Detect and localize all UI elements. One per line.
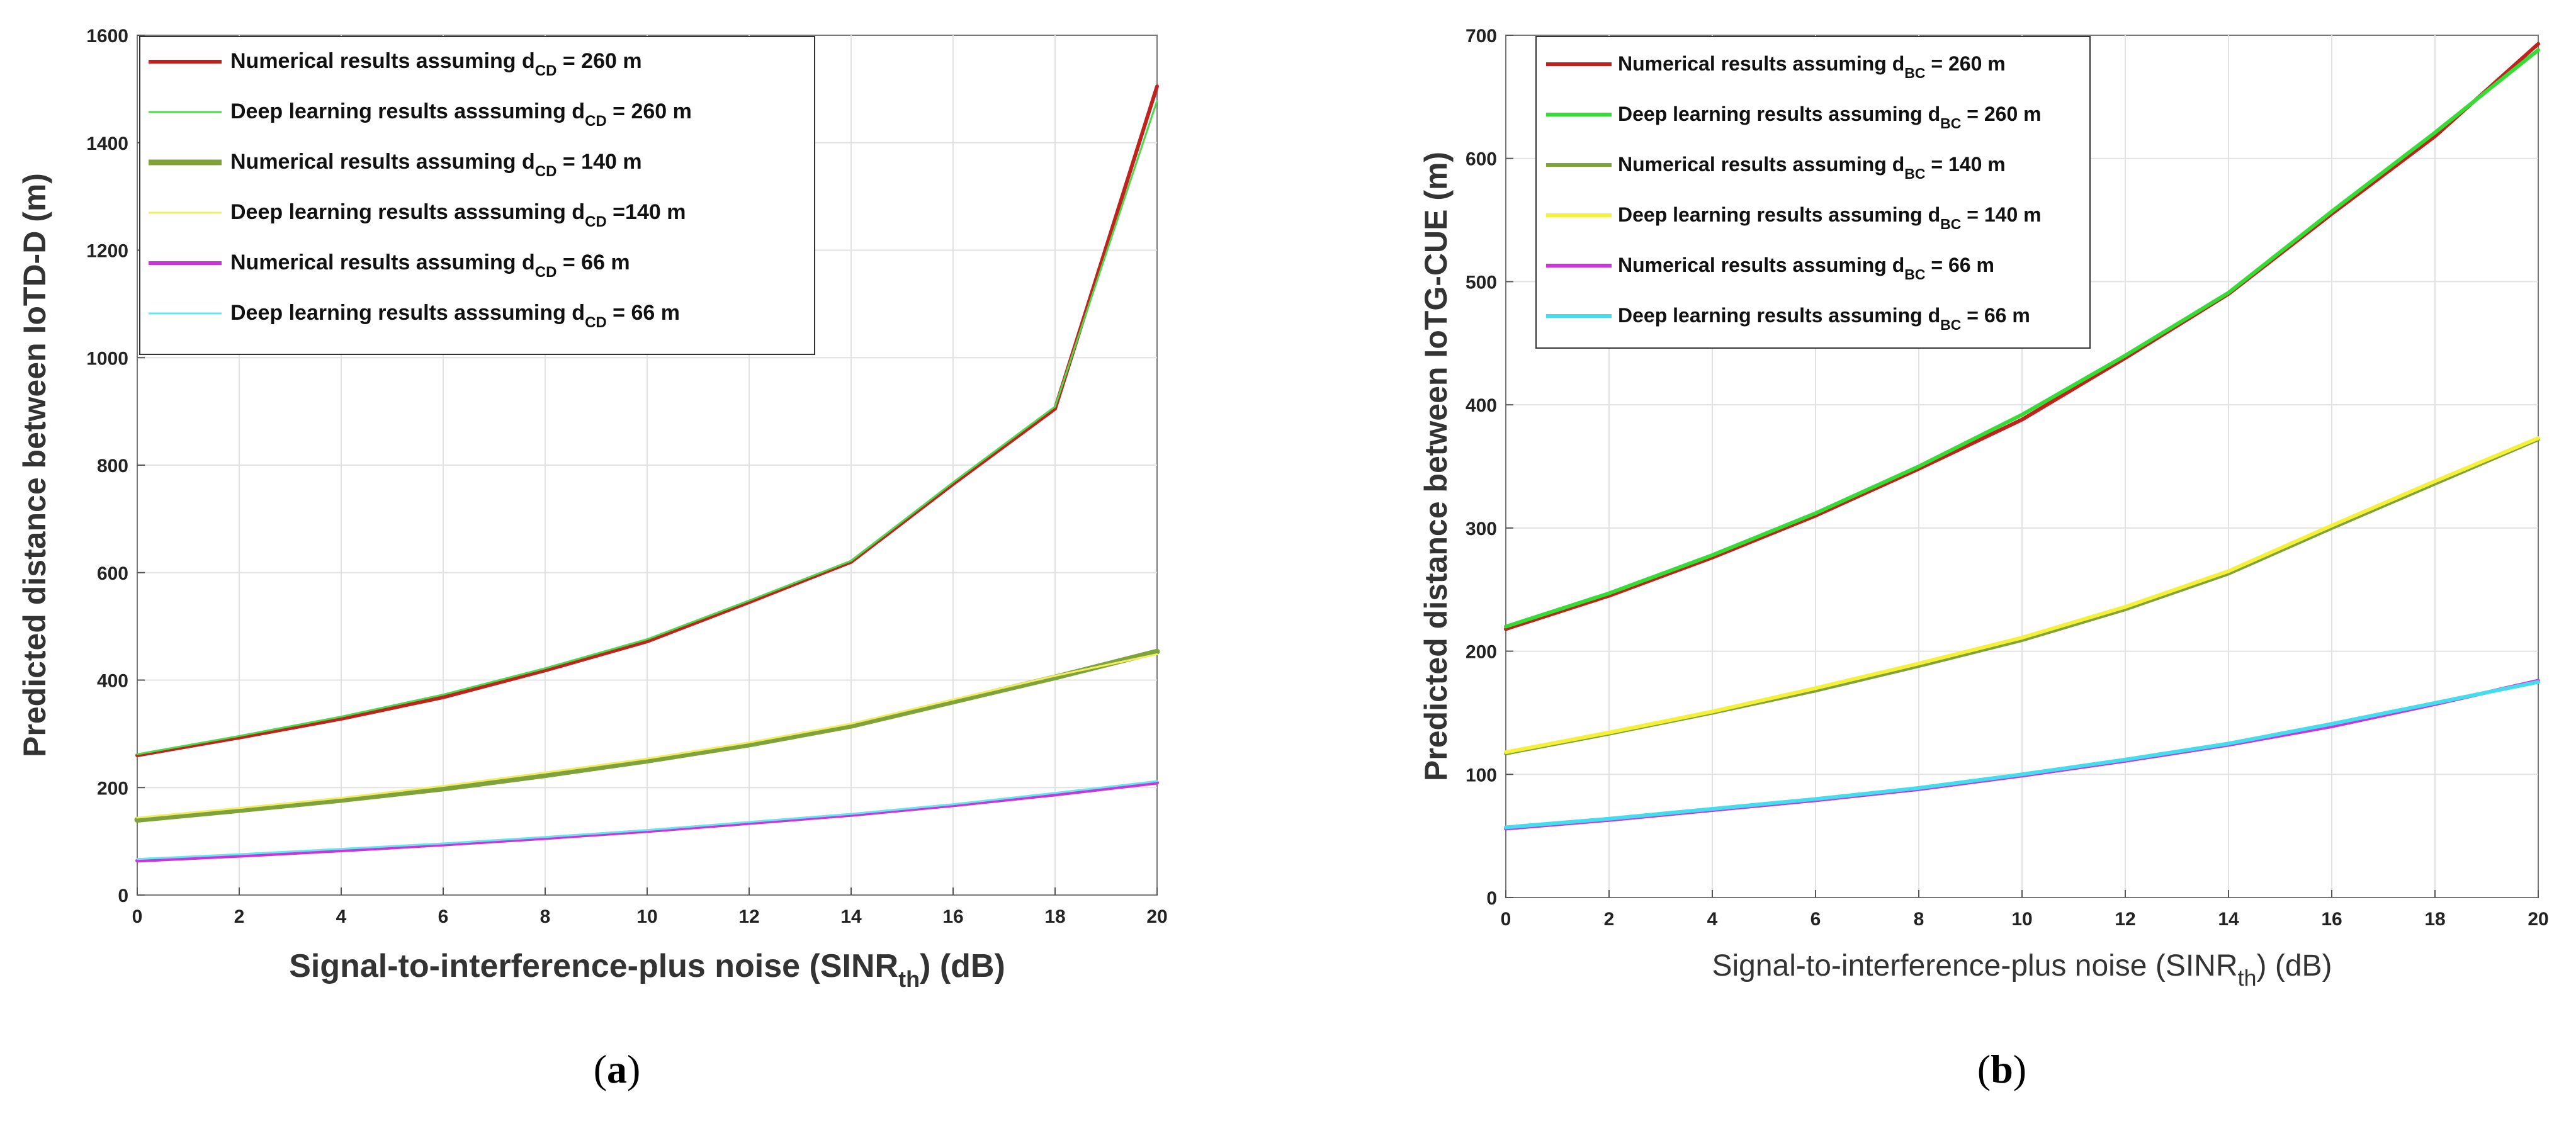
series-line-2 <box>136 99 1158 755</box>
x-tick-label: 8 <box>540 906 551 927</box>
x-tick-label: 14 <box>840 906 862 927</box>
y-tick-label: 1000 <box>86 348 128 369</box>
panel-caption: (b) <box>1977 1047 2026 1091</box>
x-tick-label: 10 <box>2011 909 2032 930</box>
y-tick-label: 1200 <box>86 241 128 262</box>
x-tick-label: 6 <box>438 906 449 927</box>
x-tick-label: 2 <box>1604 909 1615 930</box>
y-tick-label: 500 <box>1466 272 1497 293</box>
x-tick-label: 6 <box>1811 909 1821 930</box>
x-tick-label: 12 <box>2115 909 2135 930</box>
y-tick-label: 0 <box>118 886 128 906</box>
series-line-5 <box>135 780 1159 863</box>
legend-entry-2: Deep learning results assuming dBC = 260… <box>1618 103 2042 132</box>
x-tick-label: 12 <box>738 906 759 927</box>
legend-entry-2: Deep learning results asssuming dCD = 26… <box>230 99 692 130</box>
y-axis-label: Predicted distance between IoTD-D (m) <box>17 173 52 757</box>
y-tick-label: 700 <box>1466 26 1497 47</box>
legend-entry-1: Numerical results assuming dCD = 260 m <box>230 49 642 79</box>
x-tick-label: 0 <box>132 906 143 927</box>
series-line-3 <box>134 648 1160 823</box>
x-tick-label: 20 <box>2528 909 2548 930</box>
x-tick-label: 18 <box>1044 906 1065 927</box>
y-tick-label: 400 <box>97 671 128 692</box>
x-tick-label: 18 <box>2424 909 2445 930</box>
y-tick-label: 800 <box>97 456 128 476</box>
x-tick-label: 16 <box>942 906 963 927</box>
x-tick-label: 8 <box>1914 909 1924 930</box>
x-axis-label: Signal-to-interference-plus noise (SINRt… <box>289 948 1005 992</box>
y-tick-label: 400 <box>1466 395 1497 416</box>
series-line-2 <box>1504 48 2540 629</box>
y-tick-label: 1600 <box>86 26 128 47</box>
y-tick-label: 300 <box>1466 519 1497 539</box>
series-line-1 <box>1504 42 2540 631</box>
legend-entry-3: Numerical results assuming dCD = 140 m <box>230 150 642 180</box>
y-tick-label: 600 <box>97 563 128 584</box>
chart-panel-b: 0 2 4 6 8 10 12 14 16 18 200100200300400500600700N… <box>1418 26 2549 1091</box>
x-tick-label: 2 <box>234 906 245 927</box>
legend-box <box>1535 36 2091 349</box>
y-tick-label: 600 <box>1466 149 1497 170</box>
y-tick-label: 200 <box>1466 642 1497 663</box>
y-axis-label: Predicted distance between IoTG-CUE (m) <box>1418 152 1454 781</box>
legend-entry-4: Deep learning results assuming dBC = 140… <box>1618 203 2042 232</box>
legend-entry-6: Deep learning results assuming dBC = 66 … <box>1618 304 2030 333</box>
x-axis-label: Signal-to-interference-plus noise (SINRt… <box>1712 949 2332 991</box>
x-tick-label: 16 <box>2321 909 2342 930</box>
y-tick-label: 100 <box>1466 765 1497 786</box>
legend-entry-3: Numerical results assuming dBC = 140 m <box>1618 153 2006 182</box>
x-tick-label: 4 <box>1707 909 1718 930</box>
y-tick-label: 1400 <box>86 133 128 154</box>
legend-entry-6: Deep learning results asssuming dCD = 66… <box>230 301 680 331</box>
series-line-4 <box>136 653 1158 819</box>
x-tick-label: 14 <box>2218 909 2239 930</box>
panel-caption: (a) <box>594 1047 641 1091</box>
legend: Numerical results assuming dCD = 260 m De… <box>139 36 815 355</box>
x-tick-label: 20 <box>1146 906 1167 927</box>
legend-box <box>139 36 815 355</box>
legend-entry-4: Deep learning results asssuming dCD =140… <box>230 200 686 230</box>
legend-entry-5: Numerical results assuming dBC = 66 m <box>1618 254 1994 283</box>
chart-panel-a: 0 2 4 6 8 10 12 14 16 18 2002004006008001000120014… <box>17 26 1168 1091</box>
series-line-6 <box>1504 680 2540 830</box>
legend: Numerical results assuming dBC = 260 m De… <box>1535 36 2091 349</box>
x-tick-label: 0 <box>1501 909 1511 930</box>
y-tick-label: 0 <box>1486 888 1497 909</box>
y-tick-label: 200 <box>97 778 128 799</box>
x-tick-label: 4 <box>336 906 347 927</box>
series-line-1 <box>135 84 1159 758</box>
series-line-6 <box>136 780 1158 860</box>
legend-entry-5: Numerical results assuming dCD = 66 m <box>230 251 630 281</box>
x-tick-label: 10 <box>636 906 657 927</box>
series-line-4 <box>1504 436 2540 755</box>
legend-entry-1: Numerical results assuming dBC = 260 m <box>1618 52 2006 81</box>
